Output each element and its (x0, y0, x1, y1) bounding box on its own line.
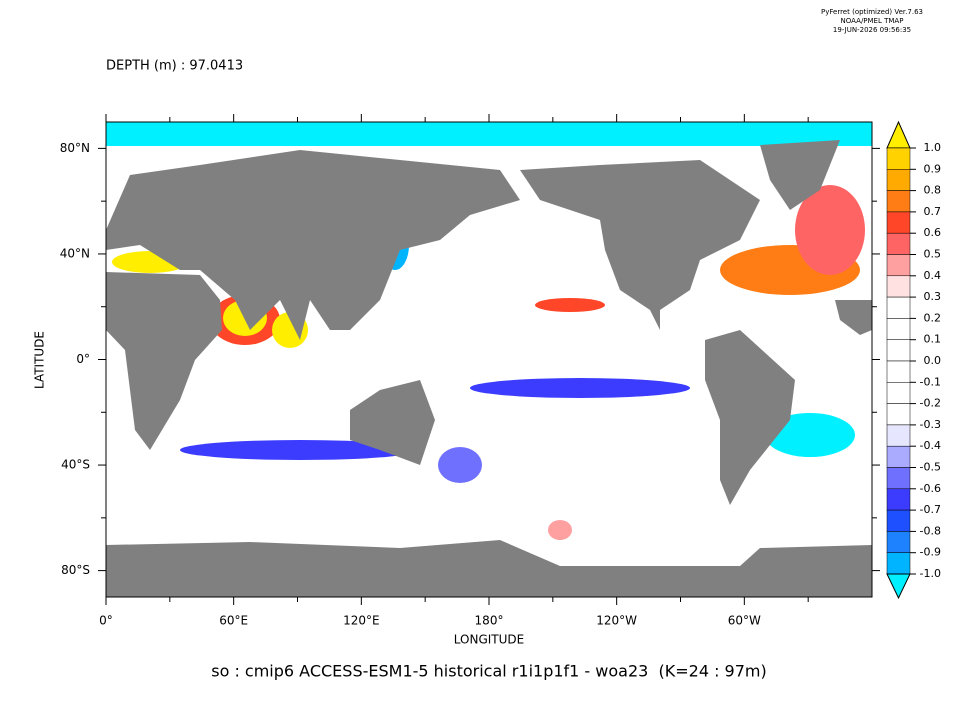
colorbar-label: -0.5 (920, 461, 941, 474)
x-tick-label: 60°W (728, 614, 761, 628)
colorbar-label: -0.6 (920, 482, 941, 495)
colorbar-bin (886, 552, 911, 575)
colorbar-label: 1.0 (924, 141, 942, 154)
colorbar-label: -0.8 (920, 524, 941, 537)
colorbar-bin (886, 169, 911, 191)
caption: so : cmip6 ACCESS-ESM1-5 historical r1i1… (211, 662, 767, 681)
y-tick-label: 0° (76, 352, 90, 366)
colorbar-bin (886, 531, 911, 553)
program: PyFerret (optimized) Ver.7.63 (821, 8, 923, 16)
colorbar-label: -0.2 (920, 397, 941, 410)
colorbar-label: 0.1 (924, 333, 942, 346)
x-tick-label: 180° (475, 614, 504, 628)
colorbar-label: 0.4 (924, 269, 942, 282)
colorbar-label: -0.4 (920, 439, 941, 452)
colorbar-bin (886, 147, 911, 170)
colorbar-label: -1.0 (920, 567, 941, 580)
y-tick-label: 80°S (61, 563, 90, 577)
colorbar-label: 0.9 (924, 162, 942, 175)
colorbar-label: 0.6 (924, 226, 942, 239)
colorbar-label: -0.1 (920, 375, 941, 388)
colorbar-label: 0.3 (924, 290, 942, 303)
colorbar-bin (886, 509, 911, 532)
colorbar-bin (886, 254, 911, 277)
colorbar-bin (886, 339, 911, 362)
colorbar-bin (886, 190, 911, 213)
land (106, 140, 872, 597)
colorbar-bin (886, 382, 911, 404)
colorbar-label: -0.7 (920, 503, 941, 516)
colorbar-label: -0.9 (920, 546, 941, 559)
timestamp: 19-JUN-2026 09:56:35 (833, 26, 911, 34)
colorbar-bin (886, 318, 911, 340)
colorbar-bin (886, 275, 911, 298)
x-axis-label: LONGITUDE (454, 633, 524, 647)
colorbar-bin (886, 232, 911, 255)
y-tick-label: 80°N (60, 141, 90, 155)
colorbar-label: 0.5 (924, 248, 942, 261)
colorbar-label: 0.8 (924, 184, 942, 197)
colorbar-triangle (886, 573, 911, 600)
y-tick-label: 40°N (60, 246, 90, 260)
colorbar-bin (886, 360, 911, 383)
colorbar-label: -0.3 (920, 418, 941, 431)
colorbar-bin (886, 445, 911, 468)
colorbar-bin (886, 296, 911, 319)
colorbar-label: 0.2 (924, 311, 942, 324)
colorbar-label: 0.0 (924, 354, 942, 367)
x-tick-label: 60°E (219, 614, 248, 628)
x-tick-label: 120°E (343, 614, 380, 628)
colorbar-bin (886, 403, 911, 426)
colorbar-bin (886, 467, 911, 490)
x-tick-label: 120°W (596, 614, 637, 628)
colorbar-label: 0.7 (924, 205, 942, 218)
colorbar-bin (886, 211, 911, 234)
colorbar-bin (886, 424, 911, 447)
x-tick-label: 0° (99, 614, 113, 628)
y-axis-label: LATITUDE (33, 331, 47, 389)
colorbar-bin (886, 488, 911, 511)
colorbar-triangle (886, 120, 911, 149)
depth-title: DEPTH (m) : 97.0413 (106, 59, 243, 74)
y-tick-label: 40°S (61, 458, 90, 472)
org: NOAA/PMEL TMAP (841, 17, 904, 25)
